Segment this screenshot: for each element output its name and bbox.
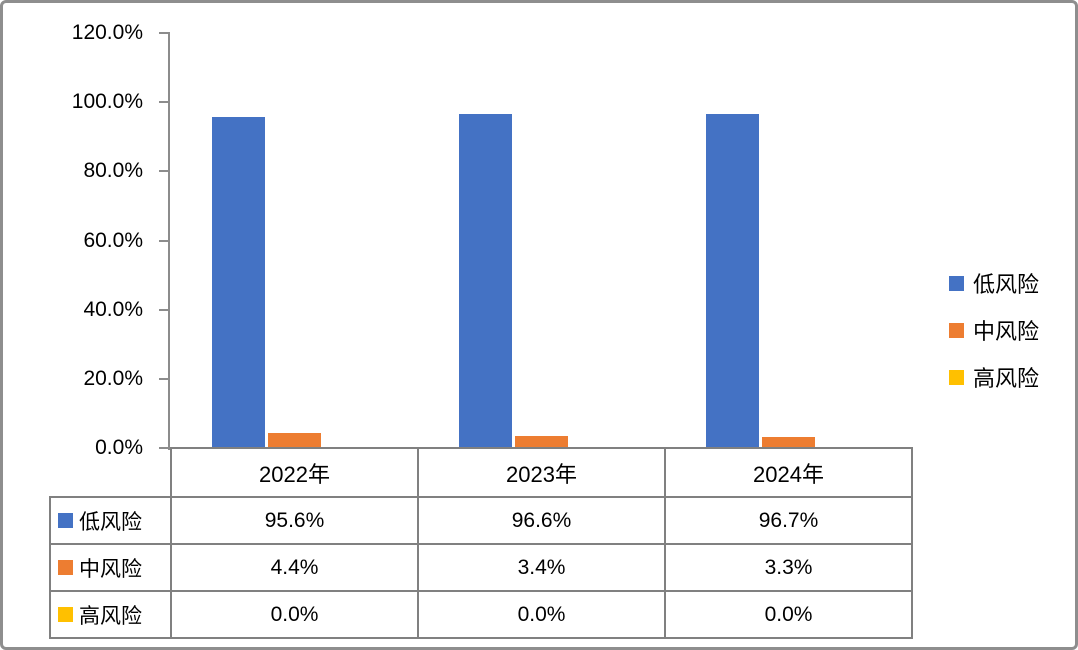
legend-swatch-icon	[949, 275, 964, 291]
table-header-2023年: 2023年	[417, 447, 666, 498]
table-row-label-text: 低风险	[79, 510, 142, 534]
y-axis-tick-mark	[159, 32, 170, 34]
data-table: 2022年 2023年 2024年低风险 95.6% 96.6% 96.7% 中风险 4.4%…	[49, 447, 913, 639]
y-axis-tick-label: 100.0%	[71, 90, 143, 114]
y-axis-tick-mark	[159, 377, 170, 380]
table-key-swatch-icon	[58, 607, 73, 622]
table-row-高风险: 高风险 0.0% 0.0% 0.0%	[49, 590, 913, 639]
table-row-label-text: 中风险	[79, 557, 142, 581]
table-header-2022年: 2022年	[170, 447, 419, 498]
y-axis-tick-label: 40.0%	[83, 297, 143, 321]
bar-低风险-2023年	[459, 113, 512, 448]
table-value-cell: 3.4%	[417, 543, 666, 592]
table-value-cell: 0.0%	[170, 590, 419, 639]
y-axis-tick-mark	[159, 308, 170, 311]
table-value-cell: 0.0%	[417, 590, 666, 639]
y-axis-tick-mark	[159, 101, 170, 104]
y-axis-line	[168, 33, 170, 450]
y-axis-tick-label: 120.0%	[71, 21, 143, 44]
bar-低风险-2024年	[706, 113, 759, 448]
legend-label: 低风险	[973, 272, 1040, 297]
legend-item-低风险: 低风险	[949, 267, 1039, 299]
table-row-label-中风险: 中风险	[49, 543, 172, 592]
table-value-cell: 3.3%	[664, 543, 913, 592]
table-row-label-高风险: 高风险	[49, 590, 172, 639]
y-axis-tick-label: 20.0%	[83, 366, 143, 390]
table-row-低风险: 低风险 95.6% 96.6% 96.7%	[49, 496, 913, 545]
legend-label: 中风险	[973, 319, 1040, 344]
y-axis-tick-label: 60.0%	[83, 228, 143, 252]
legend-swatch-icon	[949, 322, 964, 338]
y-axis-tick-mark	[159, 170, 170, 173]
table-row-label-text: 高风险	[79, 604, 142, 628]
y-axis-tick-label: 80.0%	[83, 159, 143, 183]
y-axis-tick-label: 0.0%	[95, 436, 143, 459]
legend-label: 高风险	[973, 366, 1040, 391]
table-row-中风险: 中风险 4.4% 3.4% 3.3%	[49, 543, 913, 592]
table-value-cell: 0.0%	[664, 590, 913, 639]
table-header-2024年: 2024年	[664, 447, 913, 498]
bar-中风险-2023年	[515, 436, 568, 448]
table-key-swatch-icon	[58, 513, 73, 528]
table-value-cell: 95.6%	[170, 496, 419, 545]
legend-item-中风险: 中风险	[949, 314, 1039, 346]
legend-item-高风险: 高风险	[949, 361, 1039, 393]
bar-中风险-2024年	[762, 436, 815, 448]
y-axis-tick-mark	[159, 239, 170, 242]
table-corner-blank	[50, 448, 171, 497]
bar-低风险-2022年	[212, 117, 265, 448]
table-row-label-低风险: 低风险	[49, 496, 172, 545]
legend-swatch-icon	[949, 369, 964, 385]
table-value-cell: 96.7%	[664, 496, 913, 545]
table-value-cell: 4.4%	[170, 543, 419, 592]
y-axis-tick-mark	[159, 447, 170, 449]
table-key-swatch-icon	[58, 560, 73, 575]
bar-中风险-2022年	[268, 432, 321, 448]
table-value-cell: 96.6%	[417, 496, 666, 545]
